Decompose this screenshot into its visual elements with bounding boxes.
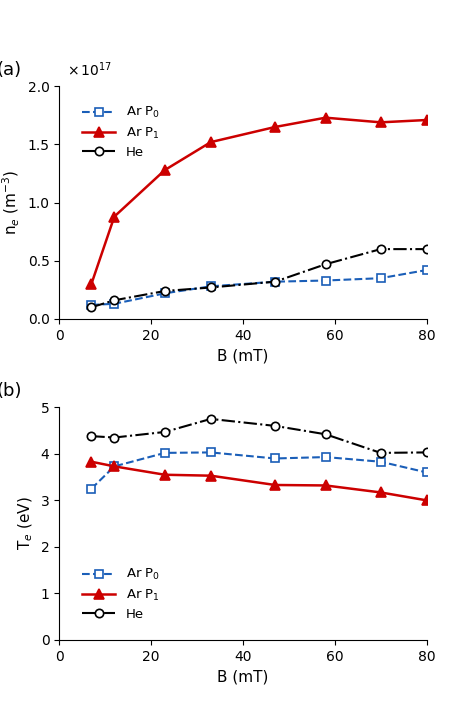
Ar P$_1$: [378, 488, 383, 497]
He: [323, 260, 328, 269]
He: [272, 421, 278, 430]
Text: (a): (a): [0, 61, 22, 79]
Ar P$_1$: [323, 114, 328, 122]
Ar P$_1$: [162, 470, 168, 479]
X-axis label: B (mT): B (mT): [217, 669, 269, 684]
Line: Ar P$_1$: Ar P$_1$: [87, 113, 431, 289]
He: [162, 287, 168, 296]
Ar P$_0$: [208, 448, 214, 457]
He: [111, 296, 117, 305]
Ar P$_0$: [272, 454, 278, 463]
Ar P$_0$: [323, 453, 328, 462]
He: [272, 278, 278, 286]
Ar P$_1$: [111, 462, 117, 471]
Ar P$_1$: [111, 212, 117, 221]
Ar P$_1$: [162, 165, 168, 174]
Ar P$_1$: [89, 457, 94, 466]
Ar P$_0$: [208, 282, 214, 290]
He: [378, 449, 383, 457]
Ar P$_0$: [378, 274, 383, 283]
Y-axis label: T$_e$ (eV): T$_e$ (eV): [17, 497, 35, 551]
Y-axis label: n$_e$ (m$^{-3}$): n$_e$ (m$^{-3}$): [1, 170, 22, 235]
Legend: Ar P$_0$, Ar P$_1$, He: Ar P$_0$, Ar P$_1$, He: [77, 562, 165, 626]
X-axis label: B (mT): B (mT): [217, 348, 269, 363]
Ar P$_1$: [208, 138, 214, 147]
He: [323, 430, 328, 439]
Line: Ar P$_0$: Ar P$_0$: [87, 448, 431, 493]
Ar P$_1$: [272, 481, 278, 490]
He: [89, 432, 94, 441]
Ar P$_0$: [378, 457, 383, 466]
Ar P$_0$: [162, 289, 168, 298]
Ar P$_1$: [424, 496, 429, 505]
Ar P$_0$: [424, 468, 429, 477]
Ar P$_1$: [378, 118, 383, 127]
Ar P$_0$: [424, 266, 429, 275]
Line: Ar P$_0$: Ar P$_0$: [87, 266, 431, 309]
Ar P$_0$: [89, 301, 94, 309]
Line: He: He: [87, 245, 431, 311]
He: [111, 434, 117, 442]
Ar P$_0$: [272, 278, 278, 286]
He: [208, 283, 214, 292]
Ar P$_1$: [272, 123, 278, 132]
He: [162, 428, 168, 436]
Line: Ar P$_1$: Ar P$_1$: [87, 457, 431, 505]
Ar P$_0$: [89, 485, 94, 493]
Ar P$_1$: [89, 280, 94, 288]
Text: (b): (b): [0, 383, 22, 400]
Ar P$_0$: [111, 462, 117, 471]
Ar P$_0$: [162, 449, 168, 457]
Ar P$_1$: [323, 481, 328, 490]
Legend: Ar P$_0$, Ar P$_1$, He: Ar P$_0$, Ar P$_1$, He: [77, 100, 165, 164]
Ar P$_1$: [424, 116, 429, 124]
He: [378, 244, 383, 253]
He: [208, 415, 214, 423]
Ar P$_0$: [111, 300, 117, 308]
He: [424, 448, 429, 457]
He: [424, 244, 429, 253]
Line: He: He: [87, 415, 431, 457]
Text: $\times\,10^{17}$: $\times\,10^{17}$: [66, 60, 112, 79]
Ar P$_1$: [208, 472, 214, 480]
He: [89, 303, 94, 311]
Ar P$_0$: [323, 276, 328, 285]
